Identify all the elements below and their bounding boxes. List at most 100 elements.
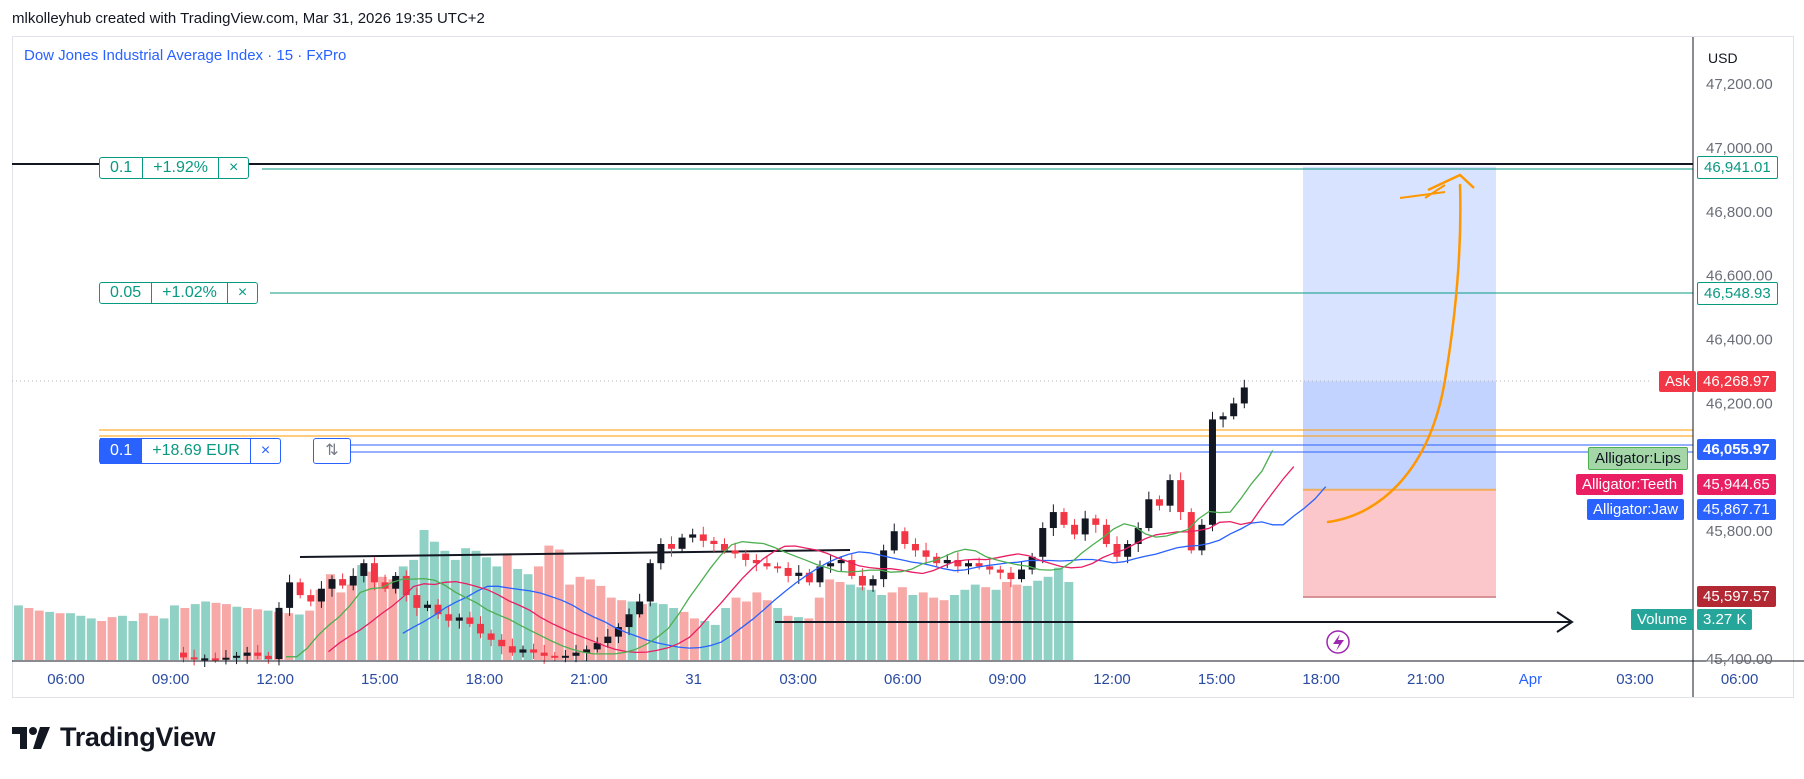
projection-arrow-head-icon	[1427, 173, 1475, 192]
candle-body	[508, 646, 516, 653]
candle-body	[922, 550, 930, 557]
candle-body	[827, 563, 835, 567]
x-tick-label: 09:00	[989, 671, 1027, 688]
candle-body	[307, 595, 315, 602]
position-tp2-pill[interactable]: 0.05 +1.02% ×	[99, 282, 259, 304]
candle-body	[296, 582, 304, 596]
volume-bar	[409, 559, 419, 660]
projection-scribble	[1399, 184, 1446, 199]
volume-bar	[388, 579, 398, 660]
candle-body	[572, 652, 580, 656]
candle-body	[795, 572, 803, 576]
candle-body	[201, 658, 209, 661]
close-icon[interactable]: ×	[237, 284, 248, 301]
alligator-jaw-label: Alligator:Jaw	[1587, 499, 1685, 520]
candle-body	[190, 657, 198, 660]
candle-body	[975, 563, 983, 567]
alligator-lips-label: Alligator:Lips	[1588, 447, 1688, 470]
volume-bar	[107, 617, 117, 660]
volume-bar	[86, 618, 96, 660]
candle-body	[1039, 528, 1047, 557]
candle-body	[466, 617, 474, 624]
volume-bar	[918, 592, 928, 660]
candle-body	[1208, 419, 1216, 525]
candle-body	[583, 649, 591, 653]
volume-bar	[55, 613, 65, 660]
volume-bar	[346, 584, 356, 660]
candle-body	[710, 540, 718, 544]
alligator-lines	[286, 450, 1327, 658]
volume-bar	[242, 608, 252, 660]
x-tick-label: 18:00	[466, 671, 504, 688]
candle-body	[434, 604, 442, 615]
ask-price-tag: 46,268.97	[1697, 371, 1776, 392]
candle-body	[423, 604, 431, 608]
volume-bar	[773, 608, 783, 660]
lightning-bolt-icon	[1333, 634, 1344, 651]
candle-body	[1049, 512, 1057, 529]
reverse-position-button[interactable]: ⇅	[313, 438, 351, 464]
currency-button[interactable]: USD	[1708, 50, 1738, 66]
position-pnl: +18.69 EUR	[152, 442, 240, 459]
candle-body	[901, 531, 909, 544]
volume-bar	[222, 604, 231, 660]
candle-body	[1198, 524, 1206, 551]
volume-bar	[627, 601, 637, 660]
volume-bar	[263, 610, 273, 660]
candle-body	[222, 657, 230, 660]
volume-bar	[565, 584, 575, 660]
candle-body	[1166, 480, 1174, 506]
candle-body	[667, 544, 675, 549]
position-tp1-pill[interactable]: 0.1 +1.92% ×	[99, 157, 250, 179]
candle-body	[370, 563, 378, 583]
volume-bar	[492, 566, 502, 660]
x-tick-label: 03:00	[779, 671, 817, 688]
volume-bar	[856, 587, 866, 660]
candle-body	[731, 550, 739, 554]
volume-bar	[513, 569, 523, 660]
volume-bar	[814, 597, 824, 660]
candle-body	[349, 575, 357, 586]
x-tick-label: Apr	[1519, 671, 1542, 688]
volume-bar	[284, 613, 294, 660]
close-icon[interactable]: ×	[260, 442, 271, 459]
volume-bar	[929, 597, 939, 660]
y-tick-label: 45,400.00	[1706, 651, 1773, 668]
candle-body	[1113, 544, 1121, 557]
candle-body	[1134, 528, 1142, 544]
candle-body	[890, 531, 898, 551]
volume-bar	[419, 530, 429, 660]
target-zone	[1303, 166, 1496, 382]
x-tick-label: 06:00	[47, 671, 85, 688]
volume-bar	[34, 610, 44, 660]
candle-body	[498, 639, 506, 647]
position-pct: +1.92%	[153, 159, 208, 176]
y-tick-label: 47,000.00	[1706, 140, 1773, 157]
ask-label: Ask	[1659, 371, 1697, 392]
alligator-teeth-label: Alligator:Teeth	[1576, 474, 1684, 495]
candle-body	[233, 655, 241, 658]
price-chart[interactable]: 47,200.00 47,000.00 46,800.00 46,600.00 46,4…	[0, 0, 1804, 700]
candle-body	[1007, 572, 1015, 580]
volume-bar	[804, 618, 814, 660]
candle-body	[625, 614, 633, 628]
x-tick-label: 21:00	[1407, 671, 1445, 688]
candle-body	[784, 567, 792, 576]
volume-bar	[201, 601, 211, 660]
volume-bar	[866, 589, 876, 660]
volume-bar	[211, 602, 221, 660]
volume-bar	[326, 574, 335, 660]
tradingview-logo[interactable]: TradingView	[12, 722, 216, 753]
candle-body	[911, 544, 919, 551]
volume-bar	[554, 549, 564, 660]
volume-bar	[721, 608, 731, 660]
candle-body	[1240, 387, 1248, 404]
drawings	[12, 163, 1693, 654]
volume-bar	[1033, 580, 1043, 660]
symbol-title[interactable]: Dow Jones Industrial Average Index · 15 …	[24, 47, 347, 64]
candle-body	[1177, 480, 1185, 513]
close-icon[interactable]: ×	[228, 159, 239, 176]
position-entry-pill[interactable]: 0.1 +18.69 EUR ×	[99, 438, 282, 464]
volume-bar	[669, 608, 679, 660]
candle-body	[211, 658, 219, 661]
